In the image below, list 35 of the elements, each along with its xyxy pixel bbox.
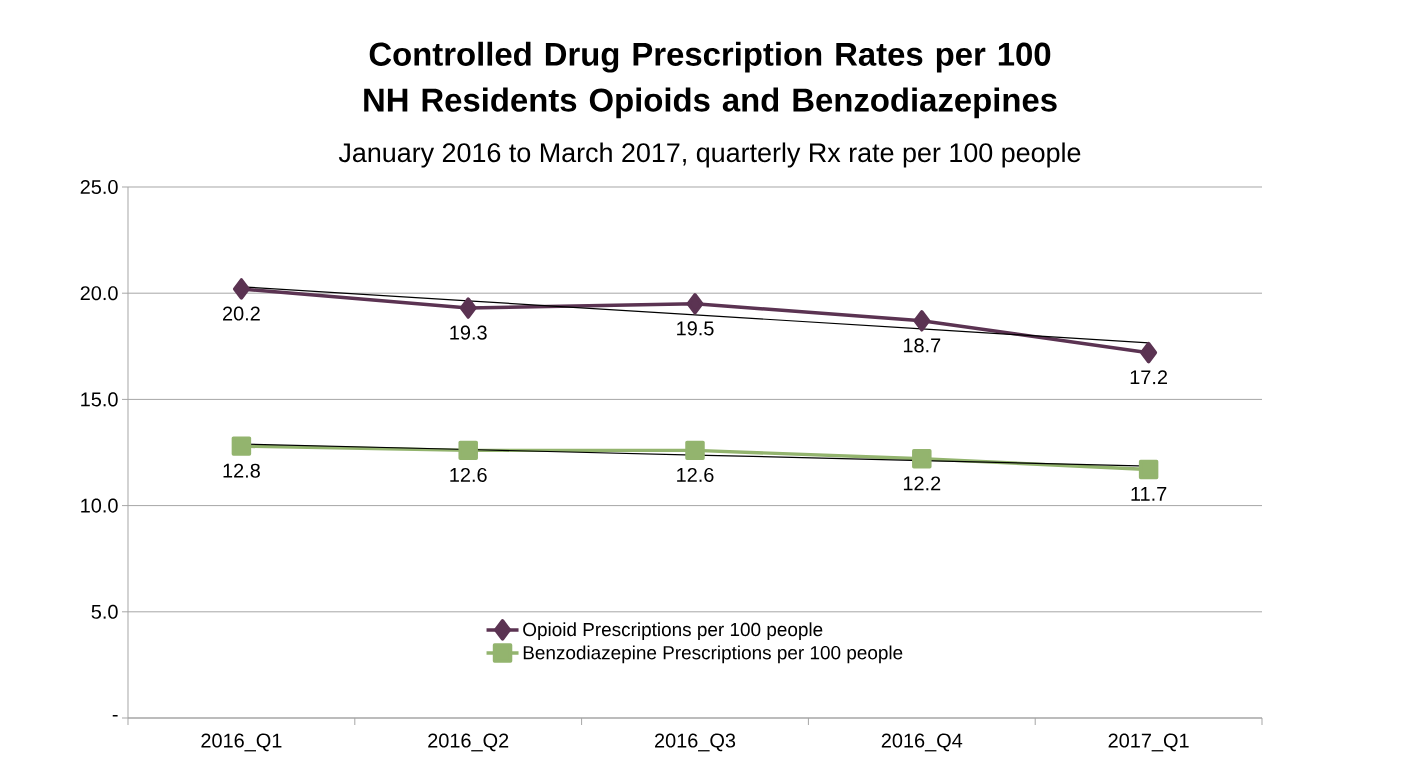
legend-label: Opioid Prescriptions per 100 people [523,622,823,640]
y-tick-label: - [112,714,118,717]
y-tick-label: 15.0 [81,392,118,407]
point [1140,341,1158,364]
chart-title: Controlled Drug Prescription Rates per 100 NH Residents Opioids and Benzodiazepines [364,41,1057,119]
data-label: 11.7 [1131,487,1167,501]
point [685,440,705,461]
legend-label: Benzodiazepine Prescriptions per 100 people [523,645,903,664]
point [913,310,931,332]
x-tick-label: 2017_Q1 [1108,733,1189,752]
data-label: 20.2 [223,306,260,321]
x-tick-label: 2016_Q1 [201,733,282,752]
point [458,440,478,461]
y-tick-label: 5.0 [91,604,118,619]
point [231,436,252,456]
point [912,449,932,469]
data-label: 12.6 [677,467,714,482]
x-tick-label: 2016_Q3 [655,733,736,752]
data-label: 12.6 [450,467,487,482]
y-tick-label: 20.0 [80,286,118,301]
x-tick-label: 2016_Q4 [881,733,963,752]
data-label: 17.2 [1130,370,1167,385]
x-tick-label: 2016_Q2 [428,733,509,752]
data-label: 18.7 [903,338,941,353]
point [1138,459,1159,480]
point [686,293,704,315]
data-label: 12.8 [223,463,260,478]
y-tick-label: 25.0 [80,179,118,195]
point [232,278,250,300]
data-label: 12.2 [903,476,941,491]
data-label: 19.3 [450,325,487,340]
data-label: 19.5 [677,321,714,336]
chart-subtitle: January 2016 to March 2017, quarterly Rx rate per 100 people [338,142,1081,168]
point [459,297,477,319]
y-tick-label: 10.0 [81,498,118,513]
